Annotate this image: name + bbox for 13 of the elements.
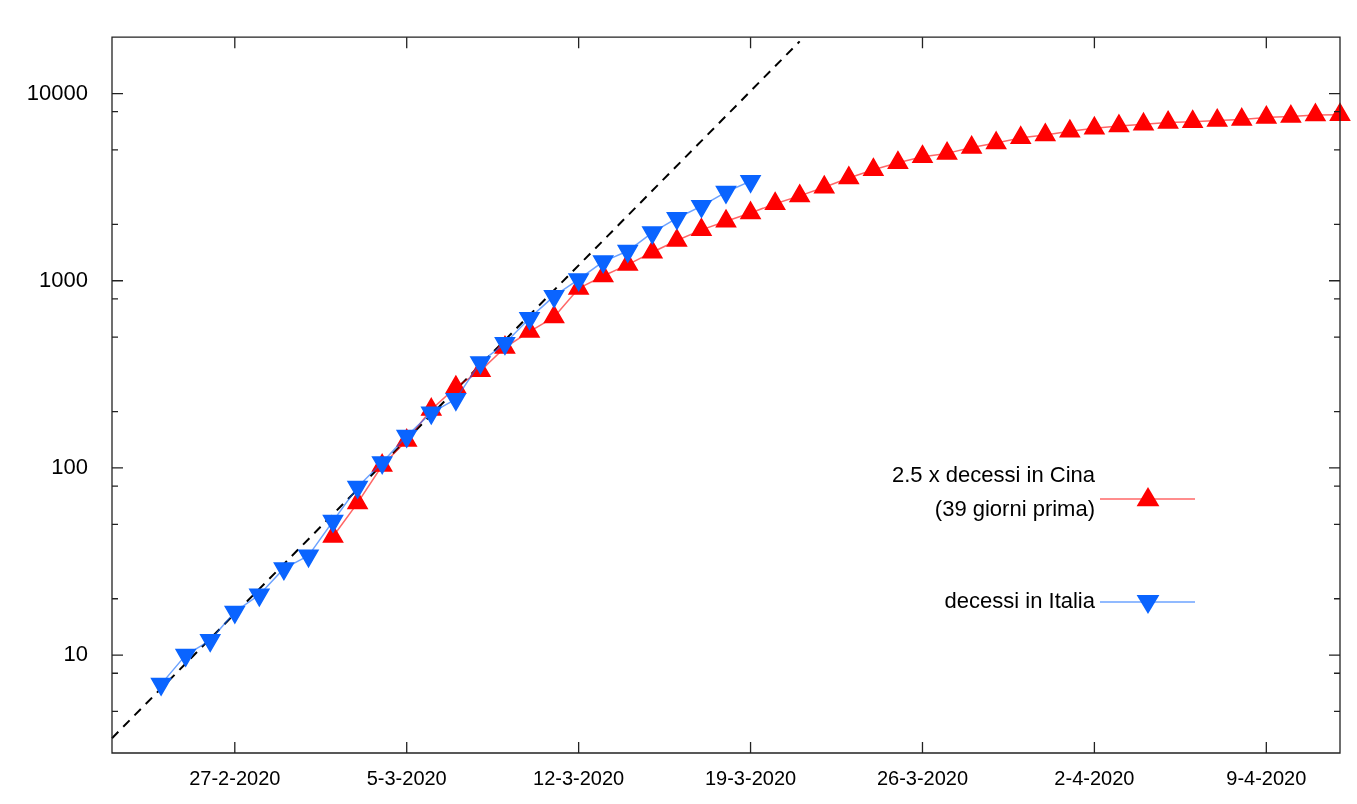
- x-tick-label: 19-3-2020: [704, 766, 797, 789]
- legend-label: decessi in Italia: [944, 588, 1096, 614]
- x-tick-label: 26-3-2020: [876, 766, 969, 789]
- y-tick-label: 10000: [26, 79, 88, 105]
- legend-label: 2.5 x decessi in Cina (39 giorni prima): [892, 462, 1096, 522]
- y-tick-label: 100: [51, 453, 88, 479]
- x-tick-label: 12-3-2020: [533, 766, 625, 789]
- x-tick-label: 9-4-2020: [1226, 766, 1307, 789]
- x-tick-label: 5-3-2020: [366, 766, 447, 789]
- x-tick-label: 27-2-2020: [189, 766, 281, 789]
- y-tick-label: 1000: [39, 266, 88, 292]
- y-tick-label: 10: [63, 641, 88, 667]
- x-tick-label: 2-4-2020: [1054, 766, 1135, 789]
